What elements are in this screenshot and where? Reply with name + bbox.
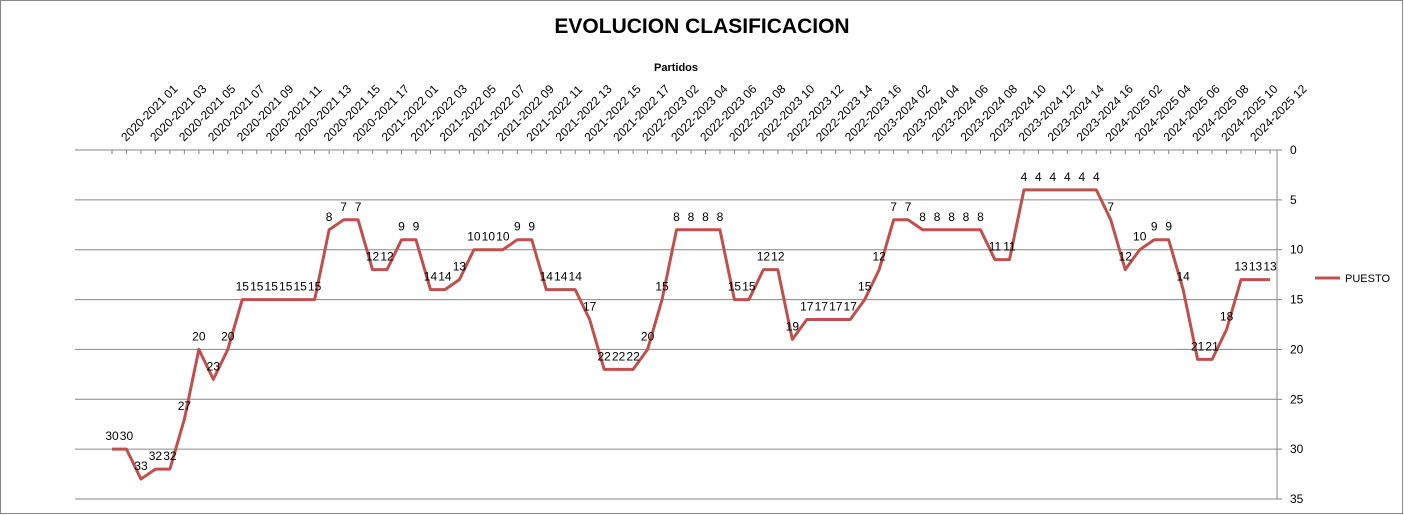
data-label: 23: [207, 359, 221, 373]
y-tick-label: 30: [1290, 442, 1304, 456]
data-label: 4: [1035, 170, 1042, 184]
data-label: 12: [366, 250, 380, 264]
data-label: 11: [989, 240, 1002, 254]
data-label: 7: [905, 200, 912, 214]
data-label: 18: [1220, 309, 1234, 323]
data-label: 15: [279, 280, 293, 294]
data-label: 14: [1176, 270, 1190, 284]
data-label: 20: [641, 329, 655, 343]
data-label: 30: [105, 429, 119, 443]
data-label: 8: [326, 210, 333, 224]
data-label: 22: [626, 349, 640, 363]
data-label: 20: [192, 329, 206, 343]
data-label: 12: [872, 250, 886, 264]
data-label: 13: [453, 260, 467, 274]
data-label: 7: [340, 200, 347, 214]
data-label: 7: [1107, 200, 1114, 214]
data-label: 12: [380, 250, 394, 264]
data-label: 15: [236, 280, 250, 294]
data-label: 9: [514, 220, 521, 234]
x-axis-title: Partidos: [654, 62, 698, 74]
data-label: 17: [815, 300, 829, 314]
data-label: 13: [1263, 260, 1277, 274]
data-label: 8: [717, 210, 724, 224]
data-label: 27: [178, 399, 192, 413]
data-label: 8: [963, 210, 970, 224]
data-label: 13: [1249, 260, 1263, 274]
data-label: 4: [1093, 170, 1100, 184]
y-tick-label: 10: [1290, 243, 1304, 257]
data-label: 8: [702, 210, 709, 224]
data-label: 15: [655, 280, 669, 294]
y-tick-label: 35: [1290, 492, 1304, 506]
data-label: 22: [597, 349, 611, 363]
data-label: 8: [948, 210, 955, 224]
data-label: 14: [438, 270, 452, 284]
data-label: 14: [569, 270, 583, 284]
chart-title: EVOLUCION CLASIFICACION: [554, 15, 849, 38]
line-series: [112, 188, 1270, 481]
data-label: 8: [977, 210, 984, 224]
y-tick-label: 20: [1290, 342, 1304, 356]
data-label: 12: [757, 250, 771, 264]
data-label: 32: [149, 449, 163, 463]
data-label: 7: [890, 200, 897, 214]
data-label: 15: [742, 280, 756, 294]
data-label: 17: [800, 300, 814, 314]
data-label: 15: [265, 280, 279, 294]
data-label: 17: [829, 300, 843, 314]
data-label: 4: [1050, 170, 1057, 184]
data-label: 11: [1003, 240, 1016, 254]
data-label: 15: [858, 280, 872, 294]
data-label: 13: [1234, 260, 1248, 274]
data-label: 8: [934, 210, 941, 224]
data-label: 4: [1078, 170, 1085, 184]
y-tick-label: 25: [1290, 392, 1304, 406]
data-label: 14: [424, 270, 438, 284]
data-label: 8: [688, 210, 695, 224]
data-label: 10: [467, 230, 481, 244]
data-label: 14: [540, 270, 554, 284]
data-label: 15: [308, 280, 322, 294]
data-label: 15: [728, 280, 742, 294]
y-tick-label: 0: [1290, 143, 1297, 157]
y-tick-label: 5: [1290, 193, 1297, 207]
data-label: 19: [786, 319, 800, 333]
data-label: 33: [134, 459, 148, 473]
data-label: 10: [1133, 230, 1147, 244]
data-label: 21: [1191, 339, 1205, 353]
data-label: 32: [163, 449, 177, 463]
data-label: 8: [673, 210, 680, 224]
data-label: 21: [1205, 339, 1219, 353]
data-label: 9: [1151, 220, 1158, 234]
data-label: 17: [844, 300, 858, 314]
data-label: 15: [250, 280, 264, 294]
data-label: 20: [221, 329, 235, 343]
y-tick-label: 15: [1290, 293, 1304, 307]
data-label: 10: [496, 230, 510, 244]
data-label: 4: [1064, 170, 1071, 184]
data-label: 12: [771, 250, 785, 264]
data-label: 9: [398, 220, 405, 234]
data-label: 15: [293, 280, 307, 294]
data-label: 14: [554, 270, 568, 284]
data-label: 12: [1119, 250, 1133, 264]
legend-label: PUESTO: [1345, 273, 1390, 285]
data-label: 22: [612, 349, 626, 363]
data-label: 30: [120, 429, 134, 443]
data-label: 7: [355, 200, 362, 214]
data-label: 8: [919, 210, 926, 224]
data-label: 4: [1021, 170, 1028, 184]
data-label: 9: [413, 220, 420, 234]
data-label: 9: [1165, 220, 1172, 234]
data-label: 9: [528, 220, 535, 234]
data-label: 10: [482, 230, 496, 244]
data-label: 17: [583, 300, 597, 314]
